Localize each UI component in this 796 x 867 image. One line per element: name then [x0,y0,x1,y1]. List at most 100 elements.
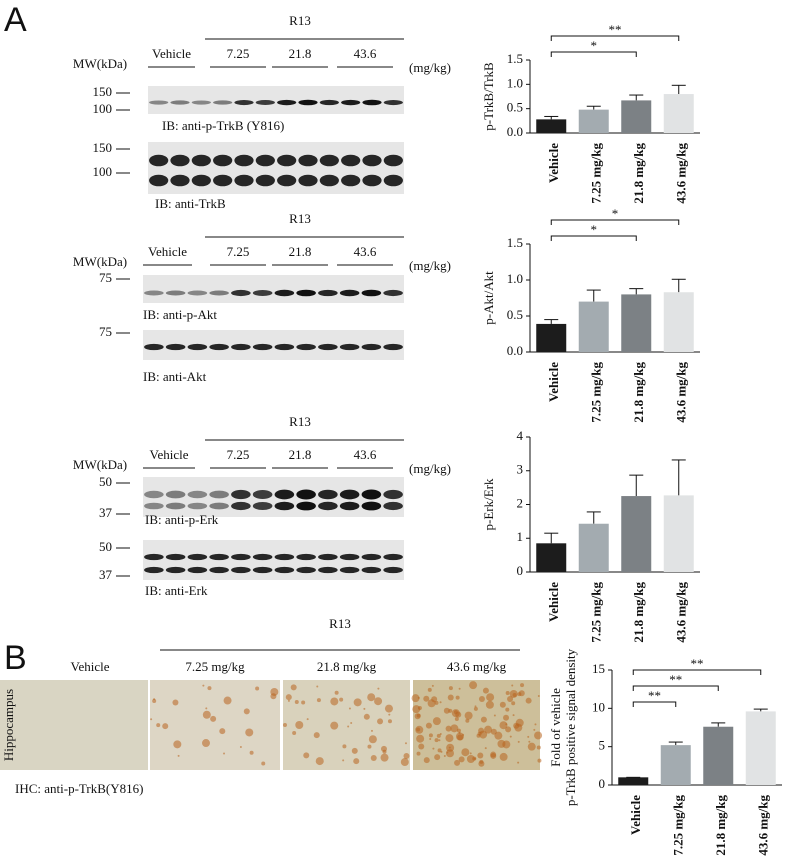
stain [239,745,242,748]
stain [517,740,520,743]
band [318,489,338,500]
blot-label: IB: anti-p-TrkB (Y816) [162,118,284,133]
band [341,174,361,187]
mw-header: MW(kDa) [73,254,127,269]
stain [377,718,384,725]
band [187,566,208,574]
band [252,566,273,574]
band [274,553,295,561]
stain [162,723,169,730]
stain [342,759,345,762]
stain [416,727,421,732]
stain [270,693,277,700]
stain [505,723,508,726]
stain [404,742,407,745]
band [252,502,273,510]
stain [458,756,465,763]
ihc-image [150,680,280,770]
stain [245,728,254,737]
stain [443,754,446,757]
stain [520,683,525,688]
y-tick-label: 2 [517,495,524,510]
band [144,553,164,561]
blot [148,142,404,194]
stain [388,713,391,716]
y-tick-label: 1.5 [507,51,523,66]
band [231,343,251,351]
bar [621,496,652,572]
stain [370,729,373,732]
unit-label: (mg/kg) [409,60,451,75]
x-tick-label: 21.8 mg/kg [631,362,646,423]
stain [315,757,324,766]
band [296,501,316,511]
mw-header: MW(kDa) [73,56,127,71]
column-label: 43.6 mg/kg [447,659,507,674]
stain [350,722,353,725]
stain [461,748,470,757]
dose-label: 7.25 [227,46,250,61]
band [234,154,254,167]
stain [367,744,372,749]
stain [255,686,260,691]
band [252,343,273,351]
stain [477,731,482,736]
bar [578,109,609,133]
stain [330,721,339,730]
band [209,502,229,510]
stain [438,739,441,742]
stain [207,686,212,691]
stain [509,735,512,738]
stain [210,715,217,722]
y-axis-label: p-Erk/Erk [481,478,496,530]
x-tick-label: 7.25 mg/kg [589,362,604,423]
stain [466,755,475,764]
stain [450,724,459,733]
stain [465,718,470,723]
band [339,553,360,561]
y-tick-label: 4 [517,428,524,443]
x-tick-label: 21.8 mg/kg [713,795,728,856]
y-axis-label: p-TrkB positive signal density [563,648,578,806]
stain [472,756,477,761]
stain [380,745,387,752]
band [231,566,251,574]
stain [514,723,523,732]
stain [313,732,320,739]
significance-label: ** [691,656,704,671]
significance-bracket [632,701,677,707]
band [339,501,360,511]
band [339,566,360,574]
stain [434,754,441,761]
band [165,490,186,499]
band [319,174,339,187]
stain [282,722,287,727]
mw-marker: 100 [93,164,113,179]
stain [287,699,290,702]
stain [330,697,339,706]
band [274,501,295,511]
y-axis-label: p-TrkB/TrkB [481,62,496,131]
stain [484,725,493,734]
band [383,566,403,574]
band [191,174,211,187]
stain [201,739,210,748]
stain [316,685,319,688]
stain [431,696,438,703]
stain [537,694,540,697]
band [318,289,338,297]
vehicle-label: Vehicle [152,46,191,61]
stain [348,707,351,710]
stain [517,761,520,764]
stain [316,698,321,703]
band [318,343,338,351]
stain [202,710,211,719]
stain [511,701,516,706]
stain [370,755,377,762]
band [298,154,318,167]
stain [177,754,180,757]
bar [660,745,691,785]
band [339,489,360,500]
panel-letter: B [4,639,27,677]
stain [432,717,441,726]
